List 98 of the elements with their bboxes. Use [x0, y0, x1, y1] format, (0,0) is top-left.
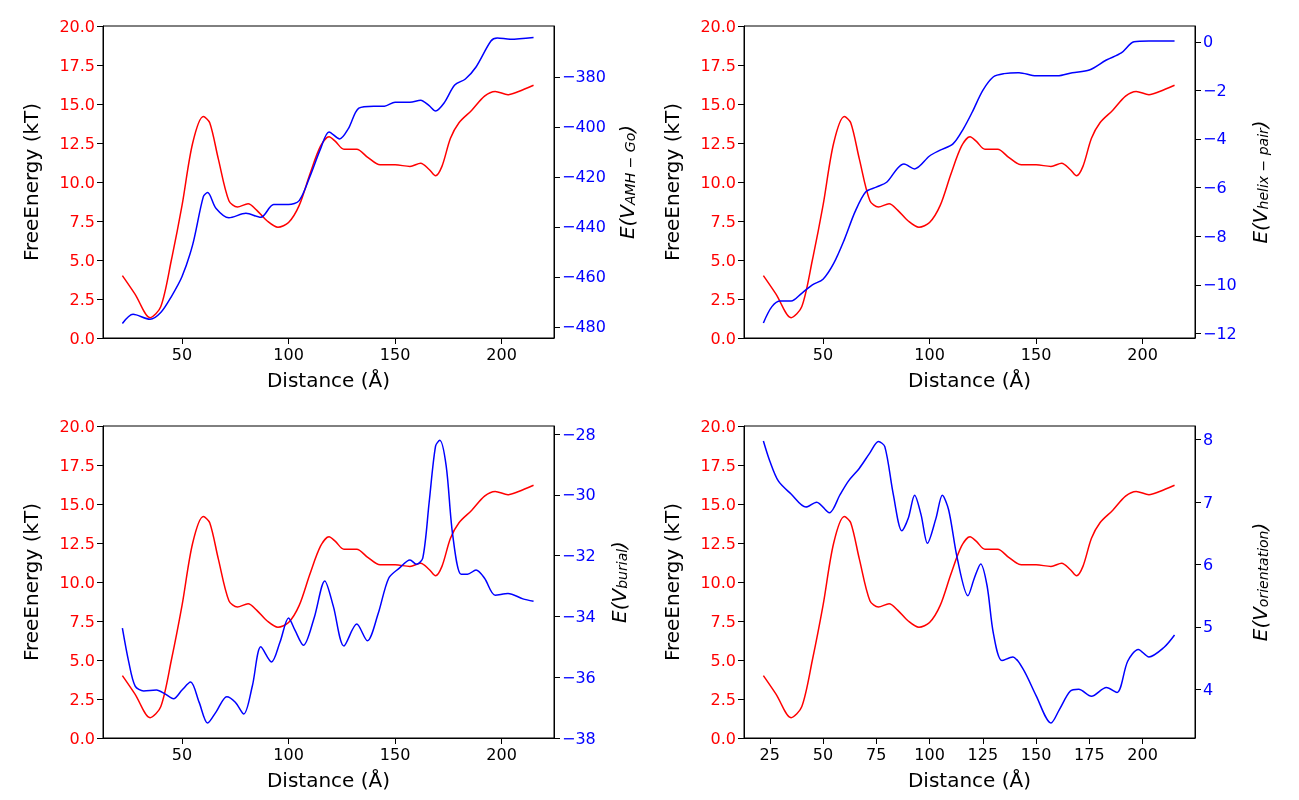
x-tick-label: 50: [171, 344, 193, 364]
x-tick-label: 50: [812, 744, 834, 764]
y-tick-label: 17.5: [700, 55, 736, 75]
y-tick-label: 7.5: [69, 611, 95, 631]
line-series: [762, 484, 1176, 719]
y-tick-label: 10.0: [59, 572, 95, 592]
y2-axis-title: E(Vorientation): [1248, 522, 1272, 642]
y-tick-label: 12.5: [59, 533, 95, 553]
y-tick-label: 12.5: [59, 133, 95, 153]
y2-tick-label: −440: [562, 217, 606, 237]
x-tick-label: 100: [914, 344, 945, 364]
y-tick-label: 7.5: [710, 611, 736, 631]
y2-tick-label: −36: [562, 667, 596, 687]
y2-tick-label: −400: [562, 117, 606, 137]
x-tick-label: 50: [812, 344, 834, 364]
y-tick-label: 17.5: [700, 455, 736, 475]
y-tick-label: 7.5: [710, 211, 736, 231]
y-tick-label: 7.5: [69, 211, 95, 231]
x-tick-label: 200: [486, 744, 517, 764]
y-tick-label: 10.0: [700, 172, 736, 192]
y2-tick-label: −460: [562, 267, 606, 287]
x-tick-label: 75: [866, 744, 887, 764]
y-tick-label: 0.0: [69, 328, 95, 348]
y2-tick-label: −12: [1203, 323, 1237, 343]
y-tick-label: 20.0: [59, 416, 95, 436]
y2-tick-label: −2: [1203, 80, 1227, 100]
x-tick-label: 175: [1074, 744, 1105, 764]
y-tick-label: 15.0: [700, 94, 736, 114]
x-tick-label: 50: [171, 744, 193, 764]
y-tick-label: 0.0: [69, 728, 95, 748]
y-tick-label: 5.0: [710, 650, 736, 670]
line-series: [121, 84, 535, 319]
y-tick-label: 20.0: [59, 16, 95, 36]
line-series: [121, 484, 535, 719]
x-axis-title: Distance (Å): [907, 368, 1032, 392]
y-tick-label: 2.5: [710, 689, 736, 709]
y-tick-label: 15.0: [700, 494, 736, 514]
y2-tick-label: −4: [1203, 129, 1227, 149]
y-tick-label: 10.0: [59, 172, 95, 192]
line-series: [762, 84, 1176, 319]
y-tick-label: 15.0: [59, 94, 95, 114]
y-tick-label: 2.5: [69, 289, 95, 309]
y-tick-label: 2.5: [710, 289, 736, 309]
y-tick-label: 5.0: [69, 650, 95, 670]
line-series: [762, 440, 1176, 724]
y2-tick-label: 6: [1203, 555, 1214, 575]
y-axis-title: FreeEnergy (kT): [660, 502, 684, 662]
line-series: [121, 36, 535, 325]
y2-tick-label: 8: [1203, 430, 1214, 450]
y2-tick-label: −380: [562, 67, 606, 87]
y2-tick-label: 0: [1203, 32, 1214, 52]
y-tick-label: 0.0: [710, 728, 736, 748]
x-tick-label: 125: [967, 744, 999, 764]
y2-tick-label: 4: [1203, 679, 1214, 699]
y2-tick-label: −480: [562, 317, 606, 337]
x-tick-label: 200: [1127, 744, 1158, 764]
y2-tick-label: −34: [562, 606, 596, 626]
x-axis-title: Distance (Å): [907, 768, 1032, 792]
y-tick-label: 12.5: [700, 533, 736, 553]
y-tick-label: 15.0: [59, 494, 95, 514]
x-axis-title: Distance (Å): [266, 368, 391, 392]
x-tick-label: 200: [486, 344, 517, 364]
y2-tick-label: −30: [562, 485, 596, 505]
y-tick-label: 17.5: [59, 55, 95, 75]
y-axis-title: FreeEnergy (kT): [660, 102, 684, 262]
y2-tick-label: −6: [1203, 178, 1227, 198]
y2-tick-label: −38: [562, 728, 596, 748]
y-tick-label: 20.0: [700, 416, 736, 436]
x-tick-label: 150: [1020, 344, 1052, 364]
line-series: [121, 439, 535, 724]
y2-tick-label: 7: [1203, 492, 1214, 512]
x-tick-label: 150: [379, 744, 411, 764]
x-tick-label: 25: [759, 744, 780, 764]
y-tick-label: 20.0: [700, 16, 736, 36]
y-tick-label: 0.0: [710, 328, 736, 348]
y2-tick-label: −420: [562, 167, 606, 187]
y2-tick-label: 5: [1203, 617, 1214, 637]
y-tick-label: 2.5: [69, 689, 95, 709]
y-tick-label: 5.0: [69, 250, 95, 270]
y2-tick-label: −10: [1203, 275, 1237, 295]
y-tick-label: 10.0: [700, 572, 736, 592]
y2-tick-label: −32: [562, 546, 596, 566]
x-tick-label: 200: [1127, 344, 1158, 364]
x-tick-label: 100: [914, 744, 945, 764]
x-tick-label: 100: [273, 744, 304, 764]
x-tick-label: 100: [273, 344, 304, 364]
y-tick-label: 17.5: [59, 455, 95, 475]
x-axis-title: Distance (Å): [266, 768, 391, 792]
y2-tick-label: −8: [1203, 226, 1227, 246]
x-tick-label: 150: [1020, 744, 1052, 764]
line-series: [762, 40, 1176, 324]
y-tick-label: 12.5: [700, 133, 736, 153]
y-tick-label: 5.0: [710, 250, 736, 270]
y-axis-title: FreeEnergy (kT): [19, 502, 43, 662]
y2-tick-label: −28: [562, 424, 596, 444]
y-axis-title: FreeEnergy (kT): [19, 102, 43, 262]
x-tick-label: 150: [379, 344, 411, 364]
y2-axis-title: E(Vburial): [607, 541, 631, 623]
